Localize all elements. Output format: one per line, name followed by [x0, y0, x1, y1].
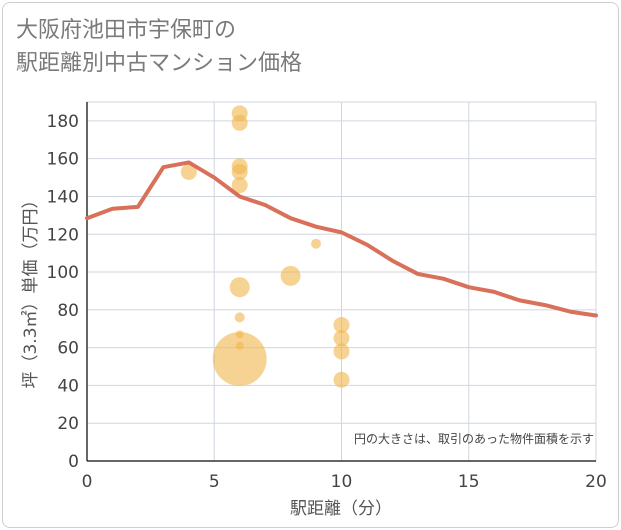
chart-title: 大阪府池田市宇保町の 駅距離別中古マンション価格 [16, 14, 302, 80]
bubble-point [234, 312, 245, 323]
y-tick-label: 180 [47, 112, 79, 132]
x-tick-label: 0 [82, 472, 93, 492]
bubble-point [231, 114, 248, 131]
bubble-point [333, 343, 350, 360]
y-axis-label: 坪（3.3㎡）単価（万円） [21, 191, 41, 388]
y-tick-label: 160 [47, 150, 79, 170]
bubble-point [229, 277, 250, 298]
y-tick-label: 80 [57, 301, 79, 321]
bubble-point [311, 238, 322, 249]
chart-title-line-1: 大阪府池田市宇保町の [16, 18, 237, 43]
bubble-point [280, 265, 301, 286]
x-axis-label: 駅距離（分） [290, 499, 392, 519]
bubble-point [180, 163, 197, 180]
x-tick-label: 5 [209, 472, 220, 492]
tick-labels: 0 20 40 60 80 100 120 140 160 180 0 5 10 15 20 [47, 112, 607, 492]
y-tick-label: 100 [47, 263, 79, 283]
y-tick-label: 60 [57, 339, 79, 359]
y-tick-label: 0 [68, 452, 79, 472]
bubble-point [333, 371, 350, 388]
y-tick-label: 40 [57, 376, 79, 396]
y-tick-label: 140 [47, 187, 79, 207]
chart-title-line-2: 駅距離別中古マンション価格 [16, 51, 303, 76]
size-note: 円の大きさは、取引のあった物件面積を示す [354, 431, 594, 446]
bubble-series [180, 105, 350, 388]
x-tick-label: 10 [331, 472, 353, 492]
grid-lines [87, 102, 597, 461]
y-tick-label: 20 [57, 414, 79, 434]
price-trend-line [85, 160, 598, 318]
bubble-point [333, 330, 350, 347]
bubble-point [231, 177, 248, 194]
x-tick-label: 15 [458, 472, 480, 492]
bubble-point [333, 316, 350, 333]
line-series [85, 160, 598, 318]
x-tick-label: 20 [585, 472, 607, 492]
axes [86, 101, 597, 462]
bubble-point [231, 163, 248, 180]
y-tick-label: 120 [47, 225, 79, 245]
bubble-point [212, 331, 267, 386]
